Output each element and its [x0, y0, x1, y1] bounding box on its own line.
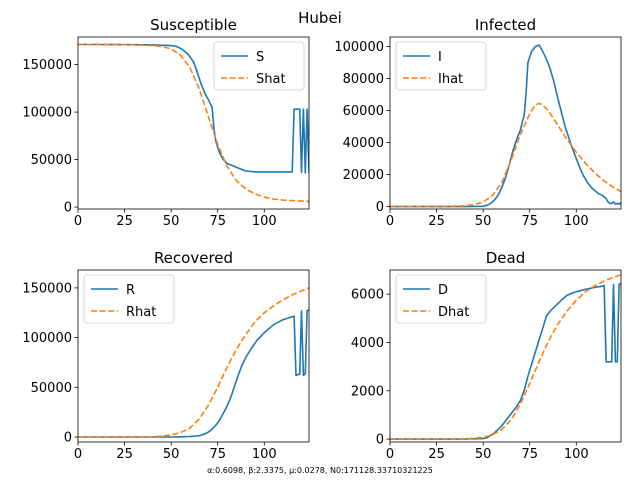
y-tick-label: 0: [376, 433, 384, 448]
legend-label: Shat: [256, 72, 286, 87]
y-tick-label: 150000: [22, 58, 72, 73]
series-group: [78, 43, 309, 203]
axes-frame: [389, 36, 622, 210]
subplot-2: Recovered 0 25 50 75 100 0 50000 100000 150000 R Rh…: [22, 249, 310, 462]
legend-box: [395, 41, 487, 91]
legend-box: [395, 274, 487, 324]
y-tick-label: 100000: [22, 331, 72, 346]
subplot-0: Susceptible 0 25 50 75 100 0 50000 100000 150000 S…: [22, 16, 310, 229]
series-line-Shat: [78, 43, 309, 203]
x-tick-label: 50: [475, 214, 492, 229]
legend: S Shat: [213, 41, 305, 91]
y-tick-label: 0: [64, 201, 72, 216]
legend: D Dhat: [395, 274, 487, 324]
legend-label: Rhat: [126, 305, 156, 320]
series-line-I: [390, 44, 621, 208]
series-group: [78, 287, 309, 438]
series-line-Dhat: [390, 274, 621, 440]
y-tick-label: 0: [376, 200, 384, 215]
figure-suptitle: Hubei: [298, 9, 342, 27]
x-tick-label: 25: [116, 447, 133, 462]
x-tick-label: 100: [564, 447, 589, 462]
subplot-title: Infected: [475, 16, 536, 34]
y-tick-label: 100000: [22, 106, 72, 121]
legend-label: Dhat: [438, 305, 469, 320]
y-tick-label: 20000: [343, 168, 384, 183]
subplot-3: Dead 0 25 50 75 100 0 2000 4000 6000 D Dhat: [351, 249, 622, 462]
legend: I Ihat: [395, 41, 487, 91]
legend-label: S: [256, 50, 264, 65]
x-tick-label: 25: [428, 214, 445, 229]
axes-frame: [77, 36, 310, 210]
y-tick-label: 0: [64, 431, 72, 446]
x-tick-label: 50: [163, 214, 180, 229]
series-line-S: [78, 43, 309, 174]
y-tick-label: 50000: [31, 381, 72, 396]
legend-label: R: [126, 283, 135, 298]
x-tick-label: 100: [252, 214, 277, 229]
x-tick-label: 0: [386, 214, 394, 229]
x-tick-label: 0: [74, 447, 82, 462]
subplot-title: Recovered: [154, 249, 233, 267]
series-line-R: [78, 309, 309, 438]
legend-label: D: [438, 283, 448, 298]
series-group: [390, 44, 621, 208]
legend: R Rhat: [83, 274, 175, 324]
y-tick-label: 60000: [343, 104, 384, 119]
legend-box: [83, 274, 175, 324]
x-tick-label: 50: [163, 447, 180, 462]
y-tick-label: 50000: [31, 153, 72, 168]
y-tick-label: 150000: [22, 281, 72, 296]
x-tick-label: 0: [386, 447, 394, 462]
y-tick-label: 80000: [343, 72, 384, 87]
series-line-Rhat: [78, 287, 309, 438]
subplot-title: Dead: [486, 249, 526, 267]
legend-label: Ihat: [438, 72, 463, 87]
series-line-D: [390, 282, 621, 440]
x-tick-label: 100: [252, 447, 277, 462]
subplot-1: Infected 0 25 50 75 100 0 20000 40000 60000 80000 1…: [334, 16, 622, 229]
y-tick-label: 4000: [351, 336, 384, 351]
x-tick-label: 25: [428, 447, 445, 462]
y-tick-label: 100000: [334, 40, 384, 55]
series-line-Ihat: [390, 102, 621, 208]
x-tick-label: 75: [209, 447, 226, 462]
legend-box: [213, 41, 305, 91]
axes-frame: [389, 269, 622, 443]
subplot-title: Susceptible: [150, 16, 237, 34]
y-tick-label: 40000: [343, 136, 384, 151]
x-tick-label: 75: [209, 214, 226, 229]
axes-frame: [77, 269, 310, 443]
x-tick-label: 25: [116, 214, 133, 229]
y-tick-label: 2000: [351, 384, 384, 399]
figure-footnote: α:0.6098, β:2.3375, μ:0.0278, N0:171128.…: [207, 466, 433, 475]
y-tick-label: 6000: [351, 288, 384, 303]
x-tick-label: 50: [475, 447, 492, 462]
series-group: [390, 274, 621, 440]
x-tick-label: 75: [521, 214, 538, 229]
x-tick-label: 75: [521, 447, 538, 462]
legend-label: I: [438, 50, 442, 65]
x-tick-label: 0: [74, 214, 82, 229]
x-tick-label: 100: [564, 214, 589, 229]
